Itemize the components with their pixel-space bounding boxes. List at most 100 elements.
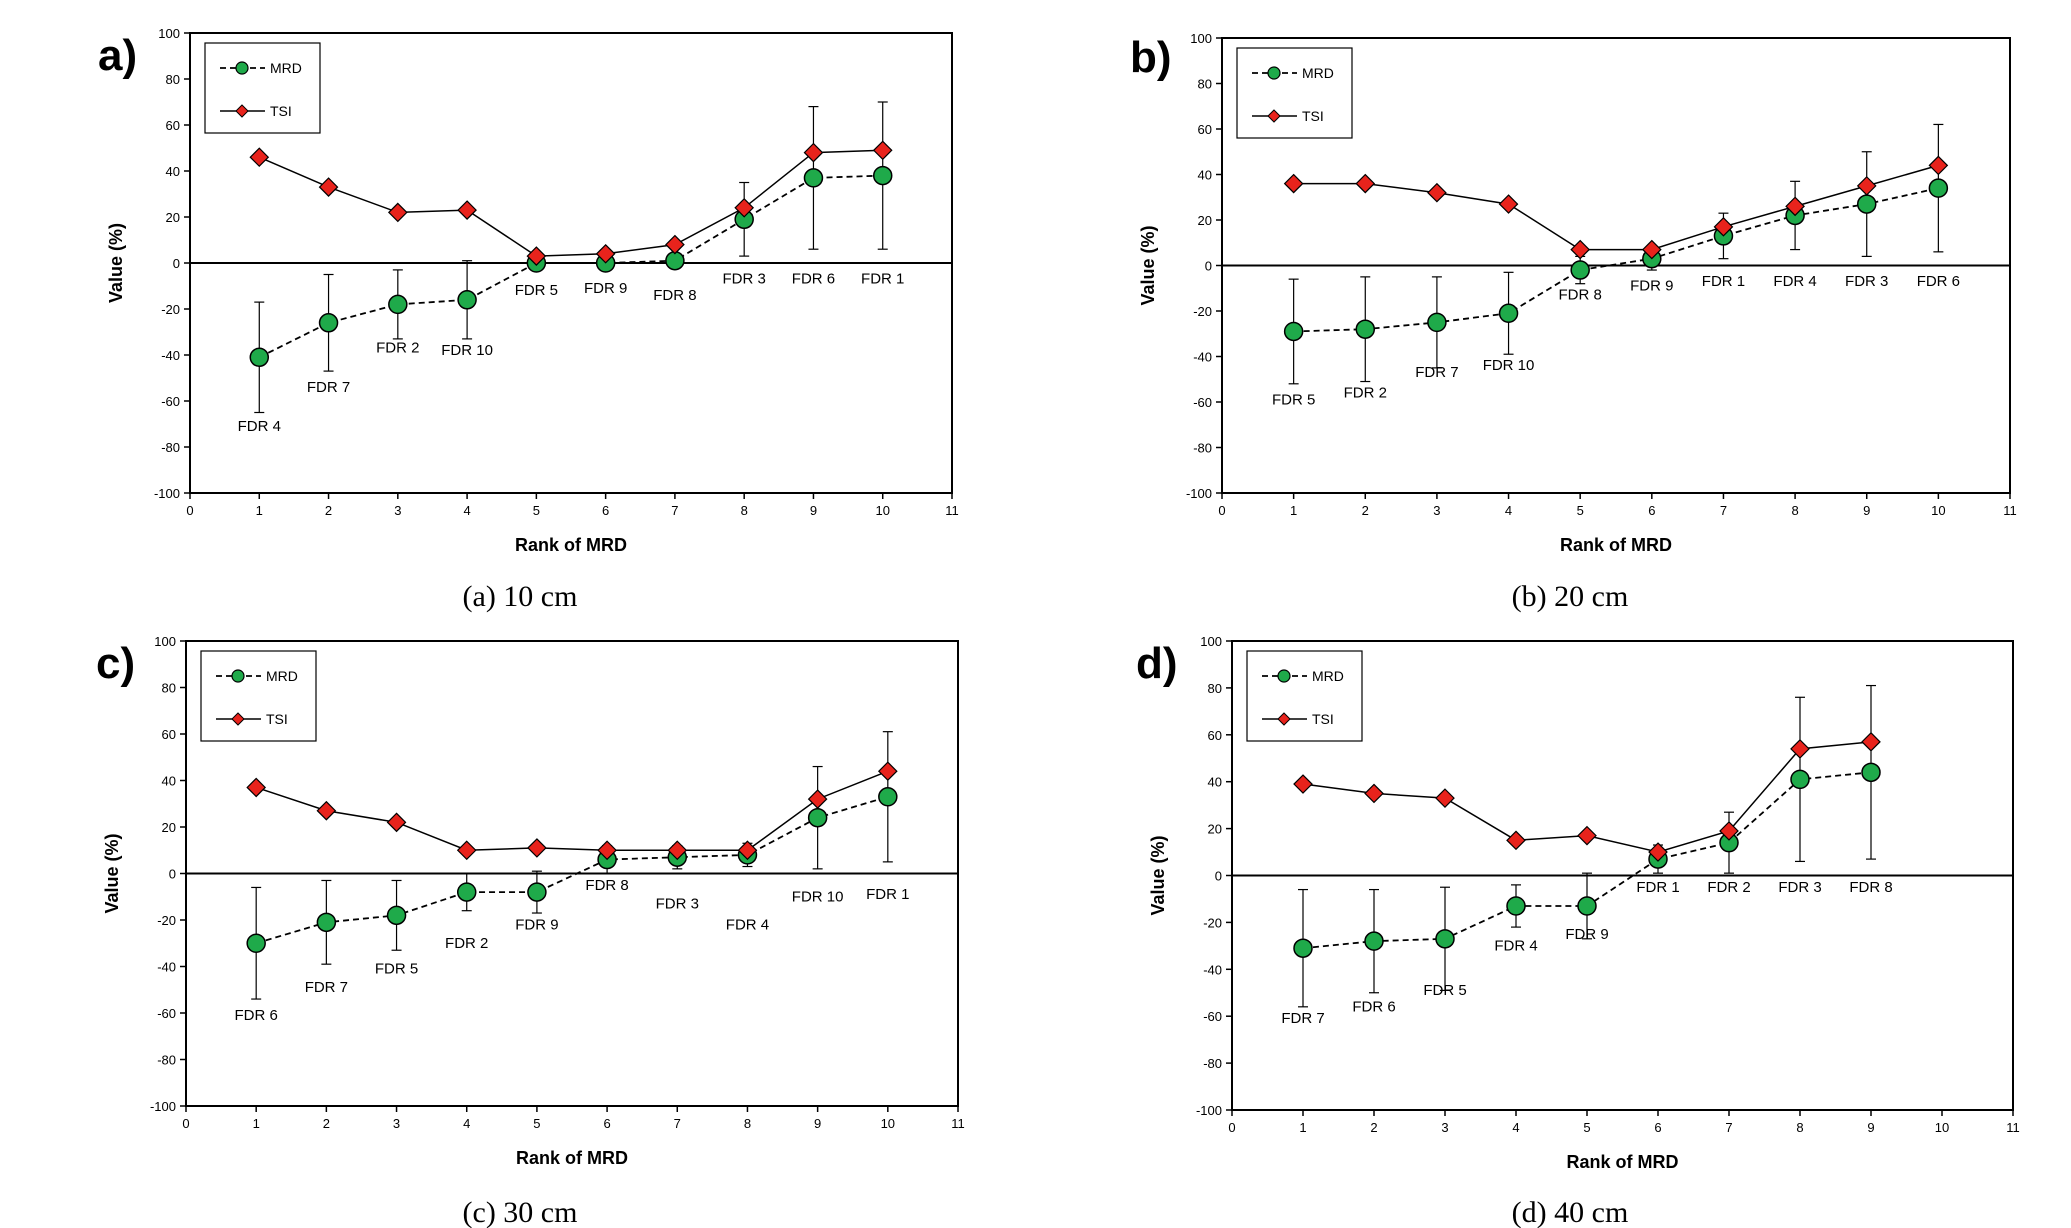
tsi-point <box>1570 239 1591 260</box>
mrd-point <box>1506 896 1526 916</box>
legend-mrd-marker <box>231 669 245 683</box>
legend-box <box>200 650 317 742</box>
x-tick-label: 4 <box>463 1116 470 1131</box>
mrd-point <box>878 787 898 807</box>
x-tick-label: 0 <box>1228 1120 1235 1135</box>
x-tick-label: 4 <box>1505 503 1512 518</box>
tsi-point <box>386 812 407 833</box>
point-label: FDR 9 <box>584 280 627 297</box>
x-axis-label: Rank of MRD <box>516 1148 628 1168</box>
point-label: FDR 7 <box>305 979 348 996</box>
y-tick-label: 100 <box>1190 31 1212 46</box>
tsi-point <box>1577 825 1597 846</box>
x-tick-label: 6 <box>603 1116 610 1131</box>
tsi-point <box>1719 821 1739 841</box>
panel-caption: (d) 40 cm <box>1512 1196 1629 1228</box>
point-label: FDR 2 <box>1344 384 1387 401</box>
legend-tsi-label: TSI <box>270 103 292 119</box>
x-tick-label: 9 <box>810 503 817 518</box>
panel-label: c) <box>96 639 135 688</box>
mrd-point <box>803 168 824 188</box>
point-label: FDR 8 <box>1559 287 1602 304</box>
tsi-point <box>1364 783 1384 804</box>
x-tick-label: 10 <box>881 1116 895 1131</box>
x-tick-label: 2 <box>1362 503 1369 518</box>
tsi-point <box>318 177 339 197</box>
y-tick-label: -60 <box>157 1006 176 1021</box>
tsi-point <box>1427 182 1447 203</box>
tsi-line <box>258 149 883 257</box>
x-tick-label: 7 <box>1725 1120 1732 1135</box>
point-label: FDR 4 <box>726 916 769 933</box>
mrd-point <box>807 807 828 828</box>
point-label: FDR 3 <box>723 271 766 288</box>
panel-caption: (a) 10 cm <box>463 580 578 613</box>
tsi-point <box>387 202 408 223</box>
y-tick-label: -20 <box>1203 915 1222 930</box>
point-label: FDR 4 <box>1773 273 1816 290</box>
x-tick-label: 1 <box>1290 503 1297 518</box>
point-label: FDR 9 <box>1565 926 1608 943</box>
y-tick-label: 60 <box>166 118 180 133</box>
y-tick-label: 60 <box>162 727 176 742</box>
tsi-line <box>255 770 889 852</box>
y-tick-label: 40 <box>166 164 180 179</box>
chart-panel-2: b) -100 -80 -60 -40 -20 0 20 40 60 80 100 0 1 2 3 4 5 6 7 8 9… <box>1130 31 2017 613</box>
x-tick-label: 2 <box>323 1116 330 1131</box>
x-tick-label: 1 <box>1299 1120 1306 1135</box>
y-tick-label: 80 <box>1198 77 1212 92</box>
x-tick-label: 6 <box>602 503 609 518</box>
mrd-point <box>1570 260 1590 280</box>
y-tick-label: 100 <box>158 26 180 41</box>
y-tick-label: -80 <box>157 1053 176 1068</box>
point-label: FDR 2 <box>1707 879 1750 896</box>
y-axis-label: Value (%) <box>106 223 126 303</box>
point-label: FDR 6 <box>235 1007 278 1024</box>
y-tick-label: -80 <box>161 440 180 455</box>
x-tick-label: 1 <box>256 503 263 518</box>
mrd-point <box>872 165 893 186</box>
x-tick-label: 5 <box>1577 503 1584 518</box>
x-tick-label: 3 <box>393 1116 400 1131</box>
legend-tsi-marker <box>1267 109 1281 123</box>
point-label: FDR 3 <box>1845 273 1888 290</box>
legend-mrd-label: MRD <box>270 60 302 76</box>
mrd-point <box>1293 938 1313 958</box>
y-tick-label: 80 <box>162 681 176 696</box>
panel-label: b) <box>1130 33 1172 82</box>
tsi-point <box>597 840 617 861</box>
point-label: FDR 1 <box>866 886 909 903</box>
point-label: FDR 5 <box>1272 391 1315 408</box>
x-tick-label: 8 <box>741 503 748 518</box>
y-tick-label: -80 <box>1193 441 1212 456</box>
y-tick-label: 80 <box>166 72 180 87</box>
legend-tsi-label: TSI <box>1302 108 1324 124</box>
y-axis-label: Value (%) <box>102 833 122 913</box>
x-axis-label: Rank of MRD <box>1567 1152 1679 1172</box>
x-tick-label: 11 <box>2006 1120 2020 1135</box>
legend-mrd-label: MRD <box>1312 668 1344 684</box>
x-tick-label: 3 <box>1433 503 1440 518</box>
legend-mrd-label: MRD <box>1302 65 1334 81</box>
tsi-point <box>1506 830 1526 851</box>
legend-tsi-marker <box>235 104 249 118</box>
legend-mrd-marker <box>1267 66 1281 80</box>
x-tick-label: 11 <box>951 1116 965 1131</box>
mrd-point <box>1355 319 1376 339</box>
y-tick-label: 20 <box>1208 822 1222 837</box>
legend-mrd-marker <box>1277 669 1291 683</box>
x-tick-label: 9 <box>1867 1120 1874 1135</box>
point-label: FDR 1 <box>1702 273 1745 290</box>
y-tick-label: -40 <box>157 960 176 975</box>
chart-panel-3: c) -100 -80 -60 -40 -20 0 20 40 60 80 100 0 1 2 3 4 5 6 7 8 9… <box>96 634 965 1228</box>
mrd-point <box>1577 896 1597 916</box>
tsi-point <box>737 840 758 861</box>
point-label: FDR 1 <box>1636 879 1679 896</box>
y-tick-label: 40 <box>1208 775 1222 790</box>
y-tick-label: 20 <box>162 820 176 835</box>
mrd-point <box>316 912 337 933</box>
y-tick-label: 0 <box>1215 869 1222 884</box>
y-axis-label: Value (%) <box>1138 225 1158 305</box>
point-label: FDR 2 <box>445 935 488 952</box>
